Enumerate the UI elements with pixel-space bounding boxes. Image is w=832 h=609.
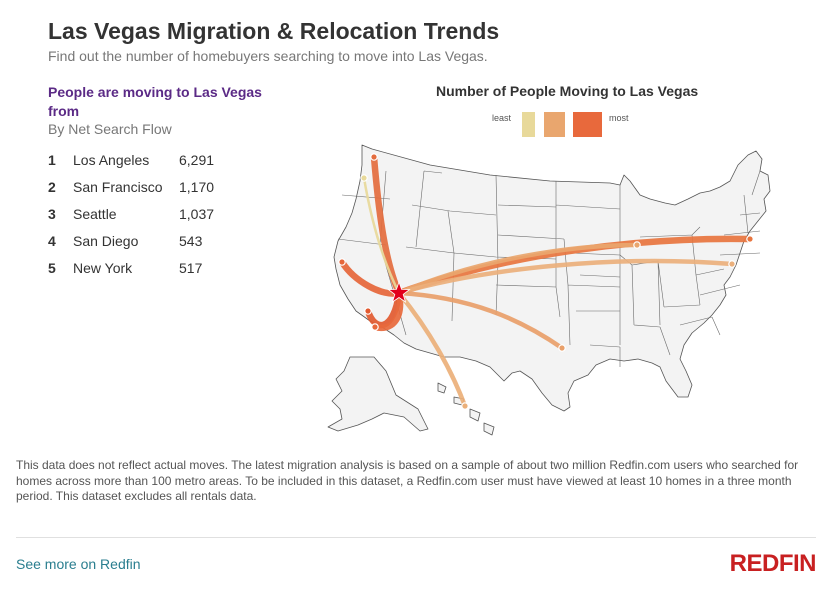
flow-arc-chicago — [396, 242, 640, 296]
legend-most-label: most — [609, 113, 629, 123]
origin-marker-portland — [360, 174, 368, 182]
origin-marker-san-diego — [371, 323, 379, 331]
rank-number: 4 — [48, 232, 56, 249]
disclaimer-note: This data does not reflect actual moves.… — [16, 458, 799, 503]
rank-number: 5 — [48, 259, 56, 276]
ranking-subtitle: By Net Search Flow — [48, 121, 172, 137]
rank-number: 3 — [48, 205, 56, 222]
rank-value: 543 — [179, 232, 203, 249]
ranking-title: People are moving to Las Vegas from — [48, 84, 262, 119]
contiguous-us-shape — [333, 144, 771, 412]
map-legend: least most — [470, 110, 650, 140]
origin-marker-honolulu — [461, 402, 469, 410]
rank-city: Los Angeles — [73, 151, 150, 168]
map-title: Number of People Moving to Las Vegas — [436, 83, 699, 99]
star-icon — [387, 280, 411, 303]
rank-value: 1,170 — [179, 178, 215, 195]
rank-value: 1,037 — [179, 205, 215, 222]
rank-number: 2 — [48, 178, 56, 195]
rank-value: 6,291 — [179, 151, 215, 168]
origin-marker-seattle — [370, 153, 378, 161]
page-title: Las Vegas Migration & Relocation Trends — [48, 18, 500, 44]
origin-marker-los-angeles — [364, 307, 372, 315]
legend-swatch-mid — [544, 112, 565, 137]
list-item: 5 New York 517 — [48, 254, 214, 281]
list-item: 2 San Francisco 1,170 — [48, 173, 214, 200]
rank-number: 1 — [48, 151, 56, 168]
origin-marker-new-york — [746, 235, 754, 243]
rank-city: New York — [73, 259, 133, 276]
map-land — [327, 144, 771, 436]
rank-value: 517 — [179, 259, 203, 276]
list-item: 3 Seattle 1,037 — [48, 200, 214, 227]
origin-markers — [338, 153, 754, 410]
flow-arcs — [338, 153, 754, 409]
legend-swatch-most — [573, 112, 602, 137]
origin-marker-san-francisco — [338, 258, 346, 266]
legend-swatch-least — [522, 112, 535, 137]
legend-least-label: least — [492, 113, 512, 123]
flow-arc-honolulu — [396, 290, 468, 409]
flow-arc-houston — [396, 290, 565, 351]
page-subtitle: Find out the number of homebuyers search… — [48, 48, 488, 64]
flow-arc-portland — [362, 176, 401, 295]
rank-city: San Diego — [73, 232, 139, 249]
list-item: 1 Los Angeles 6,291 — [48, 146, 214, 173]
see-more-link[interactable]: See more on Redfin — [16, 556, 141, 572]
origin-marker-chicago — [633, 241, 641, 249]
alaska-shape — [327, 356, 429, 432]
redfin-logo: REDFIN — [729, 550, 817, 577]
rank-city: San Francisco — [73, 178, 163, 195]
origin-marker-houston — [558, 344, 566, 352]
us-map — [327, 144, 771, 436]
list-item: 4 San Diego 543 — [48, 227, 214, 254]
rank-city: Seattle — [73, 205, 117, 222]
flow-arc-washington-dc — [396, 258, 735, 296]
footer-divider — [16, 537, 816, 538]
origin-marker-washington-dc — [728, 260, 736, 268]
